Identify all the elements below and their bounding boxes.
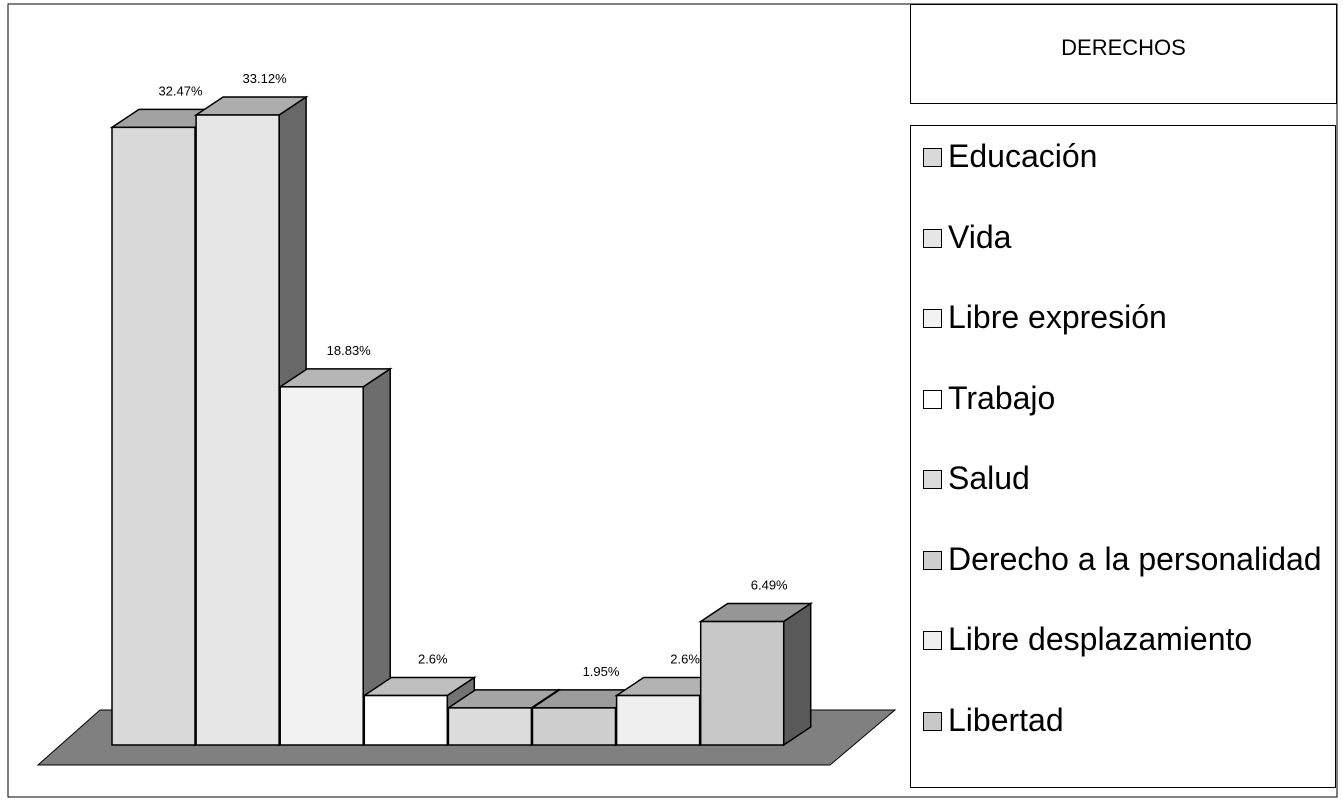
- legend-swatch: [923, 228, 942, 248]
- legend-swatch: [923, 631, 942, 650]
- legend-swatch: [923, 389, 942, 409]
- legend-label: Libre expresión: [948, 299, 1167, 335]
- legend-label: Vida: [948, 218, 1012, 255]
- bar: [363, 694, 449, 746]
- legend: Educación Vida Libre expresión Trabajo Salud…: [910, 125, 1336, 788]
- bar: [195, 114, 280, 746]
- value-label: 1.95%: [583, 664, 620, 679]
- value-label: 6.49%: [751, 578, 788, 593]
- value-label: 33.12%: [243, 71, 288, 86]
- bar: [615, 694, 701, 746]
- legend-swatch: [923, 148, 942, 167]
- legend-item: Derecho a la personalidad: [923, 543, 1328, 575]
- legend-label: Libre desplazamiento: [948, 621, 1253, 657]
- legend-item: Libre desplazamiento: [923, 623, 1328, 655]
- legend-item: Trabajo: [923, 382, 1328, 414]
- legend-title: DERECHOS: [910, 4, 1337, 104]
- legend-label: Salud: [948, 460, 1030, 496]
- legend-item: Educación: [923, 140, 1328, 172]
- value-label: 32.47%: [158, 83, 203, 98]
- legend-swatch: [923, 711, 942, 731]
- legend-swatch: [923, 550, 942, 570]
- value-label: 18.83%: [327, 343, 372, 358]
- bar: [111, 126, 196, 746]
- legend-swatch: [923, 470, 942, 489]
- legend-item: Salud: [923, 462, 1328, 494]
- value-label: 2.6%: [670, 652, 700, 667]
- legend-label: Educación: [948, 138, 1098, 174]
- value-label: 2.6%: [418, 652, 448, 667]
- legend-label: Derecho a la personalidad: [948, 540, 1322, 577]
- legend-item: Libertad: [923, 704, 1328, 736]
- bar-side: [782, 602, 812, 747]
- legend-swatch: [923, 309, 942, 328]
- legend-label: Libertad: [948, 701, 1064, 738]
- bar: [531, 707, 617, 746]
- bar: [279, 386, 364, 746]
- legend-label: Trabajo: [948, 379, 1056, 416]
- legend-item: Libre expresión: [923, 301, 1328, 333]
- legend-item: Vida: [923, 221, 1328, 253]
- bar: [447, 707, 533, 746]
- frame: [7, 3, 1338, 798]
- bar: [699, 620, 785, 746]
